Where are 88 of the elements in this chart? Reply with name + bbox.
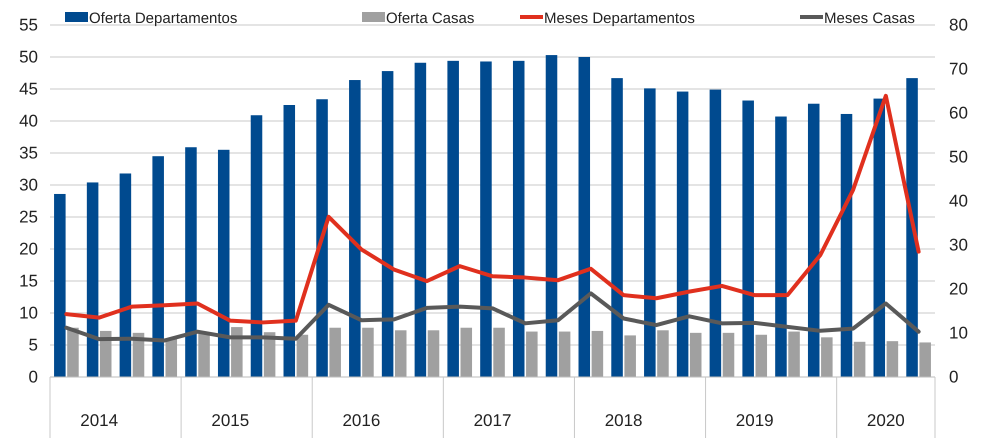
bar — [611, 78, 623, 377]
bar — [592, 330, 604, 377]
bar — [526, 332, 538, 377]
y-tick-label: 5 — [28, 335, 38, 354]
bar — [788, 332, 800, 377]
bar — [250, 115, 262, 377]
y2-tick-label: 40 — [949, 191, 968, 210]
bar — [756, 334, 768, 377]
bar — [886, 341, 898, 377]
bar — [821, 337, 833, 377]
bar — [558, 332, 570, 377]
bar — [428, 330, 440, 377]
line-series — [64, 94, 921, 324]
y2-tick-label: 70 — [949, 59, 968, 78]
bar — [447, 60, 459, 377]
bar — [854, 342, 866, 377]
y2-tick-label: 0 — [949, 367, 958, 386]
x-tick-label: 2015 — [211, 411, 250, 430]
bar — [624, 335, 636, 377]
x-tick-label: 2014 — [80, 411, 118, 430]
bar — [316, 99, 328, 377]
bar — [742, 100, 754, 377]
bar — [329, 328, 341, 377]
bar — [710, 90, 722, 377]
bar — [132, 332, 144, 377]
bar — [578, 57, 590, 377]
legend-label: Oferta Casas — [386, 10, 474, 27]
bar — [919, 342, 931, 377]
y2-tick-label: 80 — [949, 15, 968, 34]
bar — [512, 60, 524, 377]
bar — [808, 104, 820, 377]
y-tick-label: 20 — [19, 239, 38, 258]
legend-label: Meses Departamentos — [544, 10, 695, 27]
y-tick-label: 40 — [19, 111, 38, 130]
bar — [906, 78, 918, 377]
bar — [54, 194, 66, 377]
y-tick-label: 10 — [19, 303, 38, 322]
y2-tick-label: 60 — [949, 103, 968, 122]
bar — [120, 173, 132, 377]
bar — [657, 330, 669, 377]
bar — [296, 334, 308, 377]
x-tick-label: 2018 — [604, 411, 643, 430]
y-tick-label: 0 — [28, 367, 38, 386]
bar — [394, 330, 406, 377]
y-tick-label: 30 — [19, 175, 38, 194]
x-tick-label: 2017 — [474, 411, 512, 430]
bar — [198, 333, 210, 377]
bar — [874, 98, 886, 377]
bar — [284, 105, 296, 377]
bar — [67, 328, 79, 377]
line-series — [64, 291, 921, 342]
bar — [460, 328, 472, 377]
y2-tick-label: 20 — [949, 279, 968, 298]
bar — [546, 55, 558, 377]
y-tick-label: 15 — [19, 271, 38, 290]
bar — [676, 92, 688, 377]
bar — [480, 61, 492, 377]
x-tick-label: 2020 — [866, 411, 905, 430]
y2-tick-label: 30 — [949, 235, 968, 254]
y-tick-label: 45 — [19, 79, 38, 98]
bar — [690, 332, 702, 377]
bar — [775, 116, 787, 377]
bar — [362, 328, 374, 377]
bar — [349, 80, 361, 377]
y2-tick-label: 10 — [949, 323, 968, 342]
y-tick-label: 25 — [19, 207, 38, 226]
x-tick-label: 2016 — [342, 411, 380, 430]
bar — [644, 88, 656, 377]
bar — [493, 328, 505, 377]
bar — [231, 327, 243, 377]
y-tick-label: 55 — [19, 15, 38, 34]
bar — [264, 332, 276, 377]
bar — [166, 338, 178, 377]
bar — [218, 150, 230, 377]
bar — [722, 332, 734, 377]
bar — [152, 156, 164, 377]
bar — [86, 182, 98, 377]
y-tick-label: 50 — [19, 47, 38, 66]
bar — [840, 114, 852, 377]
legend-label: Oferta Departamentos — [89, 10, 238, 27]
y2-tick-label: 50 — [949, 147, 968, 166]
bar — [382, 71, 394, 377]
bar — [100, 330, 112, 377]
legend-label: Meses Casas — [824, 10, 915, 27]
bar — [414, 62, 426, 377]
y-tick-label: 35 — [19, 143, 38, 162]
bar — [185, 147, 197, 377]
x-tick-label: 2019 — [736, 411, 774, 430]
